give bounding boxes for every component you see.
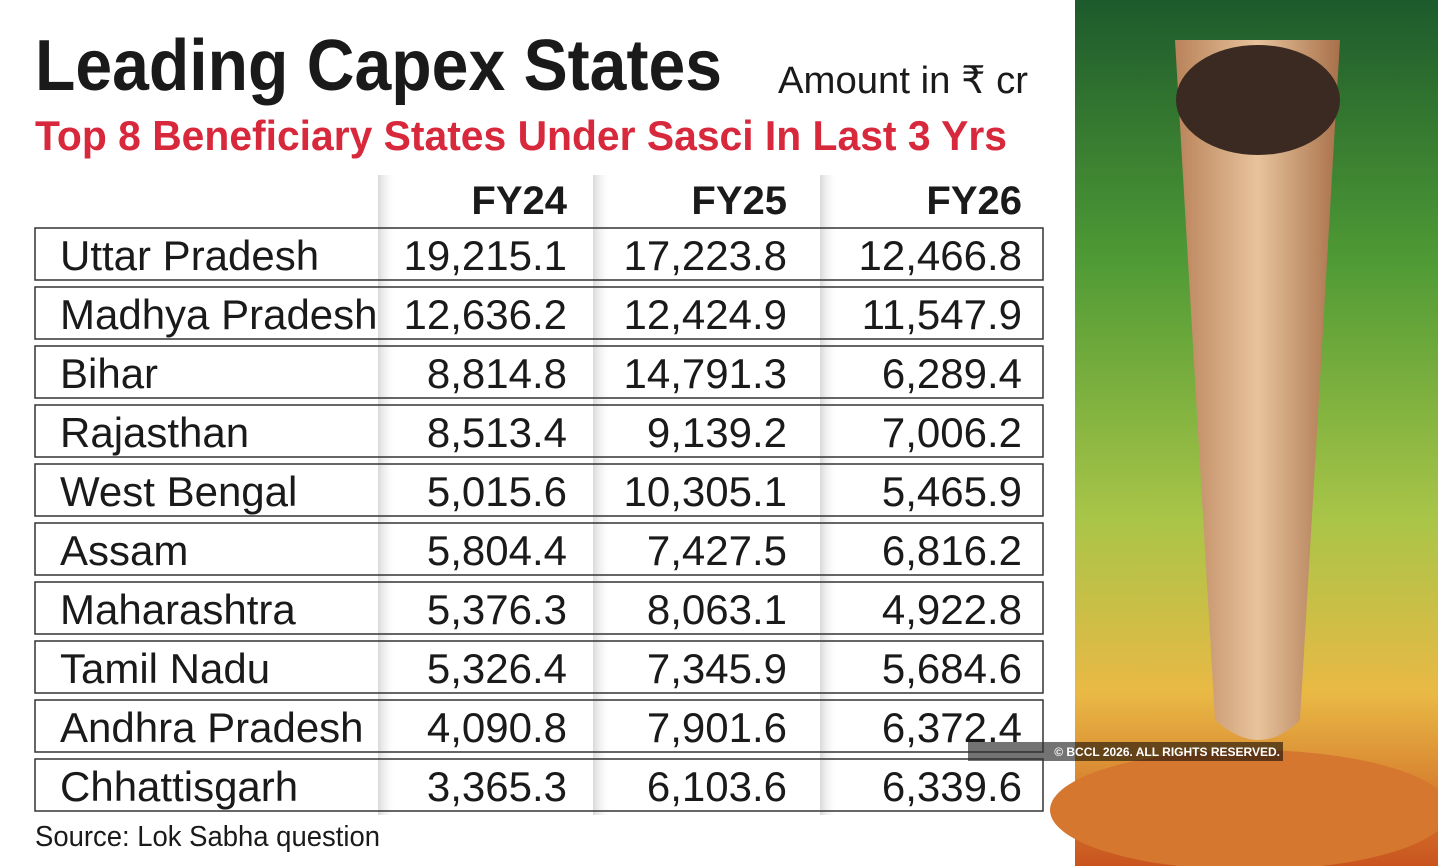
cell-value: 5,015.6 (427, 468, 567, 515)
column-divider (378, 175, 396, 815)
soil (1176, 45, 1340, 155)
state-name: Tamil Nadu (60, 645, 270, 692)
cell-value: 6,103.6 (647, 763, 787, 810)
subtitle: Top 8 Beneficiary States Under Sasci In … (35, 112, 1007, 159)
rolled-note (1175, 40, 1340, 740)
cell-value: 12,466.8 (859, 232, 1023, 279)
row-box (34, 463, 1044, 517)
column-divider (593, 175, 611, 815)
state-name: Uttar Pradesh (60, 232, 319, 279)
cell-value: 12,424.9 (624, 291, 788, 338)
state-name: Maharashtra (60, 586, 296, 633)
row-box (34, 227, 1044, 281)
column-divider (820, 175, 838, 815)
state-name: Andhra Pradesh (60, 704, 364, 751)
copyright-box (968, 742, 1283, 761)
cell-value: 6,372.4 (882, 704, 1022, 751)
cell-value: 7,006.2 (882, 409, 1022, 456)
state-name: Rajasthan (60, 409, 249, 456)
cell-value: 6,816.2 (882, 527, 1022, 574)
cell-value: 8,513.4 (427, 409, 567, 456)
row-box (34, 522, 1044, 576)
state-name: Chhattisgarh (60, 763, 298, 810)
cell-value: 5,326.4 (427, 645, 567, 692)
state-name: West Bengal (60, 468, 297, 515)
cell-value: 11,547.9 (862, 291, 1022, 338)
cell-value: 8,814.8 (427, 350, 567, 397)
row-box (34, 699, 1044, 753)
column-header: FY26 (926, 179, 1022, 223)
cell-value: 7,345.9 (647, 645, 787, 692)
cell-value: 9,139.2 (647, 409, 787, 456)
cell-value: 6,289.4 (882, 350, 1022, 397)
cell-value: 5,684.6 (882, 645, 1022, 692)
row-box (34, 404, 1044, 458)
row-box (34, 758, 1044, 812)
cell-value: 4,922.8 (882, 586, 1022, 633)
cell-value: 12,636.2 (404, 291, 568, 338)
cell-value: 14,791.3 (624, 350, 788, 397)
cell-value: 10,305.1 (624, 468, 788, 515)
copyright: © BCCL 2026. ALL RIGHTS RESERVED. (1054, 745, 1280, 759)
cell-value: 8,063.1 (647, 586, 787, 633)
cell-value: 3,365.3 (427, 763, 567, 810)
cell-value: 5,804.4 (427, 527, 567, 574)
state-name: Bihar (60, 350, 158, 397)
title: Leading Capex States (35, 26, 722, 106)
cell-value: 5,376.3 (427, 586, 567, 633)
state-name: Madhya Pradesh (60, 291, 378, 338)
row-box (34, 286, 1044, 340)
soil-mound (1050, 750, 1438, 866)
cell-value: 7,901.6 (647, 704, 787, 751)
cell-value: 5,465.9 (882, 468, 1022, 515)
row-box (34, 345, 1044, 399)
cell-value: 7,427.5 (647, 527, 787, 574)
unit-note: Amount in ₹ cr (778, 60, 1028, 102)
cell-value: 19,215.1 (404, 232, 568, 279)
row-box (34, 581, 1044, 635)
source: Source: Lok Sabha question (35, 821, 380, 853)
cell-value: 4,090.8 (427, 704, 567, 751)
state-name: Assam (60, 527, 188, 574)
column-header: FY24 (471, 179, 567, 223)
column-header: FY25 (691, 179, 787, 223)
cell-value: 17,223.8 (624, 232, 788, 279)
cell-value: 6,339.6 (882, 763, 1022, 810)
row-box (34, 640, 1044, 694)
